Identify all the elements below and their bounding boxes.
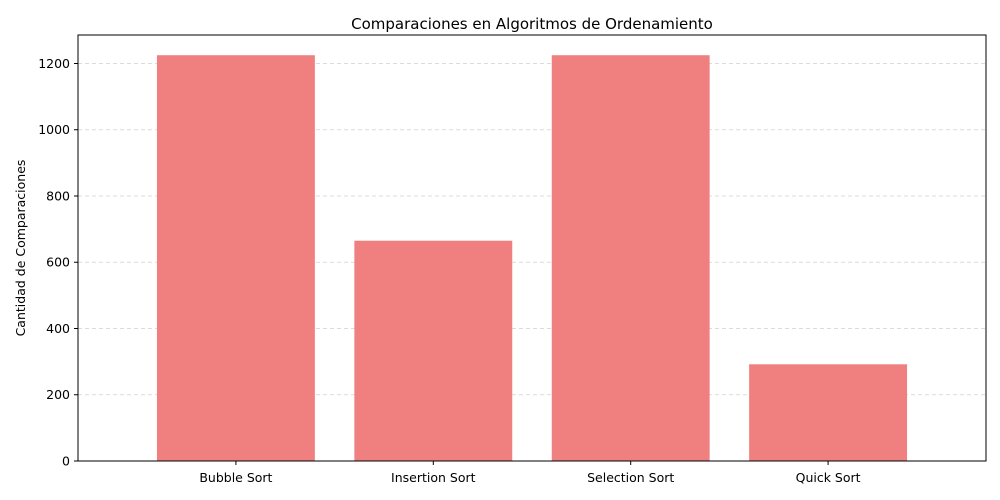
x-tick-label: Insertion Sort	[391, 470, 476, 485]
bars	[156, 55, 908, 461]
bar-insertion-sort	[354, 240, 513, 461]
plot-frame	[77, 34, 987, 462]
bar-selection-sort	[551, 55, 710, 461]
bar-quick-sort	[749, 364, 908, 461]
y-axis-ticks: 0 200 400 600 800 1000 1200	[38, 56, 78, 469]
bar-bubble-sort	[156, 55, 315, 461]
y-axis-label: Cantidad de Comparaciones	[13, 160, 28, 337]
y-tick-label: 400	[46, 321, 70, 336]
y-tick-label: 200	[46, 387, 70, 402]
x-tick-label: Selection Sort	[587, 470, 674, 485]
chart-title: Comparaciones en Algoritmos de Ordenamie…	[351, 15, 713, 33]
x-axis-ticks: Bubble Sort Insertion Sort Selection Sort Q…	[199, 461, 861, 485]
y-tick-label: 800	[46, 188, 70, 203]
x-tick-label: Quick Sort	[796, 470, 861, 485]
y-tick-label: 1200	[38, 56, 70, 71]
y-tick-label: 1000	[38, 122, 70, 137]
x-tick-label: Bubble Sort	[199, 470, 272, 485]
y-tick-label: 0	[62, 454, 70, 469]
y-tick-label: 600	[46, 255, 70, 270]
